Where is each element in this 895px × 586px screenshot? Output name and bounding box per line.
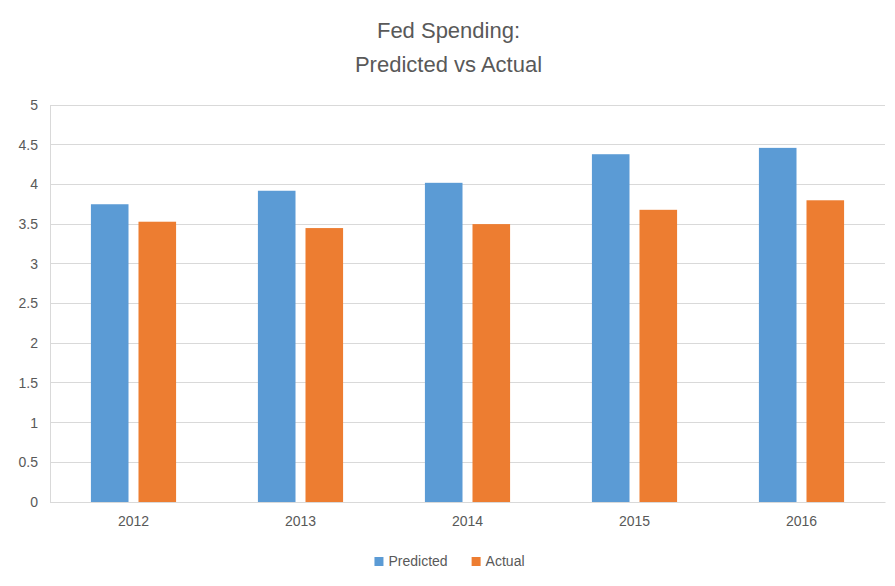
bar (425, 183, 463, 502)
legend-swatch (472, 557, 481, 566)
title: Fed Spending: Predicted vs Actual (355, 18, 542, 77)
bar (639, 210, 677, 502)
grid-line (50, 105, 885, 106)
y-tick-label: 1.5 (19, 375, 39, 391)
y-tick-label: 2 (30, 335, 38, 351)
x-tick: 2015 (619, 513, 650, 529)
y-tick: 1 (30, 415, 50, 431)
y-tick-label: 3.5 (19, 216, 39, 232)
y-axis-line (50, 106, 51, 503)
x-axis: 2012 2013 2014 2015 2016 (51, 503, 886, 529)
y-tick-label: 5 (30, 97, 38, 113)
grid (50, 105, 885, 502)
bar (592, 154, 630, 502)
legend-item: Predicted (374, 553, 447, 569)
y-tick: 3.5 (19, 216, 50, 232)
y-tick-label: 3 (30, 256, 38, 272)
x-tick-label: 2013 (285, 513, 316, 529)
y-tick: 2 (30, 335, 50, 351)
x-tick: 2012 (118, 513, 149, 529)
bar (305, 228, 343, 502)
bar-series (138, 200, 844, 502)
chart: Fed Spending: Predicted vs Actual 0 0.5 1 1.5… (0, 0, 895, 586)
title-line: Predicted vs Actual (355, 52, 542, 77)
y-tick: 1.5 (19, 375, 50, 391)
y-tick-label: 4 (30, 176, 38, 192)
x-tick: 2013 (285, 513, 316, 529)
y-tick: 0.5 (19, 454, 50, 470)
y-tick: 2.5 (19, 295, 50, 311)
bar (806, 200, 844, 502)
legend-label: Predicted (388, 553, 447, 569)
y-tick: 0 (30, 494, 50, 510)
y-tick: 4.5 (19, 137, 50, 153)
bars (91, 148, 844, 502)
x-tick: 2014 (452, 513, 483, 529)
x-tick-label: 2014 (452, 513, 483, 529)
grid-line (50, 144, 885, 145)
title-line: Fed Spending: (377, 18, 520, 43)
bar-series (91, 148, 797, 502)
y-tick: 4 (30, 176, 50, 192)
legend-label: Actual (486, 553, 525, 569)
bar (258, 191, 296, 502)
y-tick-label: 1 (30, 415, 38, 431)
legend-item: Actual (472, 553, 525, 569)
bar (138, 222, 176, 502)
x-tick-label: 2012 (118, 513, 149, 529)
y-tick-label: 4.5 (19, 137, 39, 153)
legend-swatch (374, 557, 383, 566)
bar (91, 204, 129, 502)
y-tick: 3 (30, 256, 50, 272)
x-tick-label: 2015 (619, 513, 650, 529)
bar (759, 148, 797, 502)
x-axis-line (51, 502, 886, 503)
background (0, 0, 895, 586)
y-tick-label: 0.5 (19, 454, 39, 470)
y-tick: 5 (30, 97, 50, 113)
x-tick-label: 2016 (786, 513, 817, 529)
y-axis: 0 0.5 1 1.5 2 2.5 3 3.5 4 4.5 5 (19, 97, 51, 510)
bar (472, 224, 510, 502)
legend: Predicted Actual (374, 553, 524, 569)
x-tick: 2016 (786, 513, 817, 529)
y-tick-label: 2.5 (19, 295, 39, 311)
y-tick-label: 0 (30, 494, 38, 510)
